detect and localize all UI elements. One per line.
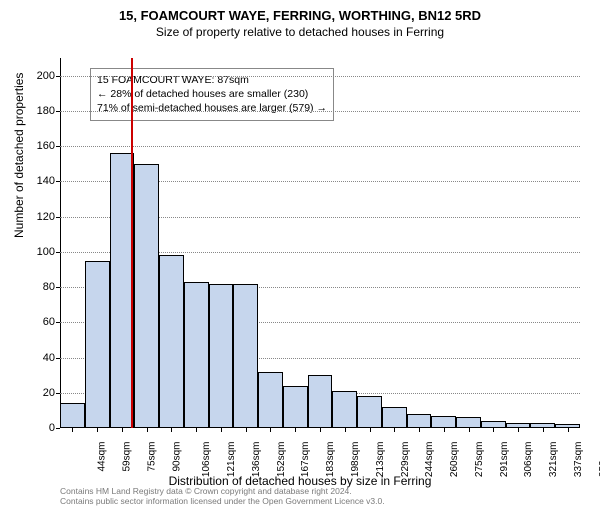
xtick-mark — [147, 428, 148, 432]
ytick-label: 20 — [25, 387, 55, 399]
chart-container: 15, FOAMCOURT WAYE, FERRING, WORTHING, B… — [0, 8, 600, 508]
gridline — [60, 111, 580, 112]
ytick-label: 100 — [25, 246, 55, 258]
xtick-mark — [196, 428, 197, 432]
histogram-bar — [258, 372, 283, 428]
ytick-mark — [56, 428, 60, 429]
xtick-mark — [246, 428, 247, 432]
ytick-label: 160 — [25, 140, 55, 152]
xtick-mark — [171, 428, 172, 432]
xtick-mark — [568, 428, 569, 432]
gridline — [60, 146, 580, 147]
ytick-mark — [56, 146, 60, 147]
gridline — [60, 76, 580, 77]
ytick-label: 140 — [25, 175, 55, 187]
histogram-bar — [209, 284, 234, 428]
ytick-mark — [56, 322, 60, 323]
xtick-mark — [469, 428, 470, 432]
xtick-mark — [221, 428, 222, 432]
xtick-mark — [493, 428, 494, 432]
histogram-bar — [431, 416, 456, 428]
histogram-bar — [332, 391, 357, 428]
xtick-label: 44sqm — [97, 442, 108, 472]
histogram-bar — [382, 407, 407, 428]
chart-title-main: 15, FOAMCOURT WAYE, FERRING, WORTHING, B… — [0, 8, 600, 23]
ytick-mark — [56, 111, 60, 112]
ytick-mark — [56, 287, 60, 288]
xtick-label: 244sqm — [424, 442, 435, 478]
xtick-mark — [370, 428, 371, 432]
histogram-bar — [308, 375, 333, 428]
ytick-mark — [56, 217, 60, 218]
xtick-label: 183sqm — [325, 442, 336, 478]
xtick-label: 90sqm — [171, 442, 182, 472]
ytick-label: 80 — [25, 281, 55, 293]
xtick-label: 321sqm — [548, 442, 559, 478]
xtick-label: 106sqm — [202, 442, 213, 478]
xtick-mark — [122, 428, 123, 432]
xtick-mark — [295, 428, 296, 432]
y-axis-label: Number of detached properties — [12, 73, 26, 238]
histogram-bar — [456, 417, 481, 428]
ytick-mark — [56, 252, 60, 253]
xtick-label: 260sqm — [449, 442, 460, 478]
ytick-label: 120 — [25, 211, 55, 223]
xtick-mark — [444, 428, 445, 432]
ytick-label: 180 — [25, 105, 55, 117]
xtick-label: 337sqm — [573, 442, 584, 478]
histogram-bar — [184, 282, 209, 428]
ytick-mark — [56, 181, 60, 182]
xtick-mark — [543, 428, 544, 432]
ytick-mark — [56, 393, 60, 394]
xtick-label: 75sqm — [146, 442, 157, 472]
xtick-label: 152sqm — [276, 442, 287, 478]
xtick-label: 198sqm — [350, 442, 361, 478]
ytick-label: 60 — [25, 316, 55, 328]
xtick-mark — [320, 428, 321, 432]
plot-area: 15 FOAMCOURT WAYE: 87sqm ← 28% of detach… — [60, 58, 580, 428]
xtick-label: 275sqm — [474, 442, 485, 478]
histogram-bar — [357, 396, 382, 428]
ytick-label: 0 — [25, 422, 55, 434]
xtick-mark — [270, 428, 271, 432]
ytick-label: 200 — [25, 70, 55, 82]
ytick-mark — [56, 76, 60, 77]
histogram-bar — [407, 414, 432, 428]
xtick-label: 291sqm — [499, 442, 510, 478]
histogram-bar — [233, 284, 258, 428]
histogram-bar — [85, 261, 110, 428]
footer-attribution: Contains HM Land Registry data © Crown c… — [60, 486, 385, 506]
histogram-bar — [481, 421, 506, 428]
ytick-label: 40 — [25, 352, 55, 364]
histogram-bar — [159, 255, 184, 428]
xtick-mark — [394, 428, 395, 432]
histogram-bar — [134, 164, 159, 428]
chart-title-sub: Size of property relative to detached ho… — [0, 25, 600, 39]
xtick-label: 306sqm — [523, 442, 534, 478]
histogram-bar — [60, 403, 85, 428]
xtick-label: 167sqm — [301, 442, 312, 478]
xtick-label: 59sqm — [122, 442, 133, 472]
xtick-label: 229sqm — [400, 442, 411, 478]
histogram-bar — [283, 386, 308, 428]
xtick-mark — [345, 428, 346, 432]
footer-line1: Contains HM Land Registry data © Crown c… — [60, 486, 385, 496]
footer-line2: Contains public sector information licen… — [60, 496, 385, 506]
xtick-mark — [72, 428, 73, 432]
xtick-label: 213sqm — [375, 442, 386, 478]
y-axis-line — [60, 58, 61, 428]
xtick-mark — [419, 428, 420, 432]
xtick-mark — [97, 428, 98, 432]
ytick-mark — [56, 358, 60, 359]
xtick-mark — [518, 428, 519, 432]
xtick-label: 121sqm — [226, 442, 237, 478]
xtick-label: 136sqm — [251, 442, 262, 478]
property-marker-line — [131, 58, 133, 428]
